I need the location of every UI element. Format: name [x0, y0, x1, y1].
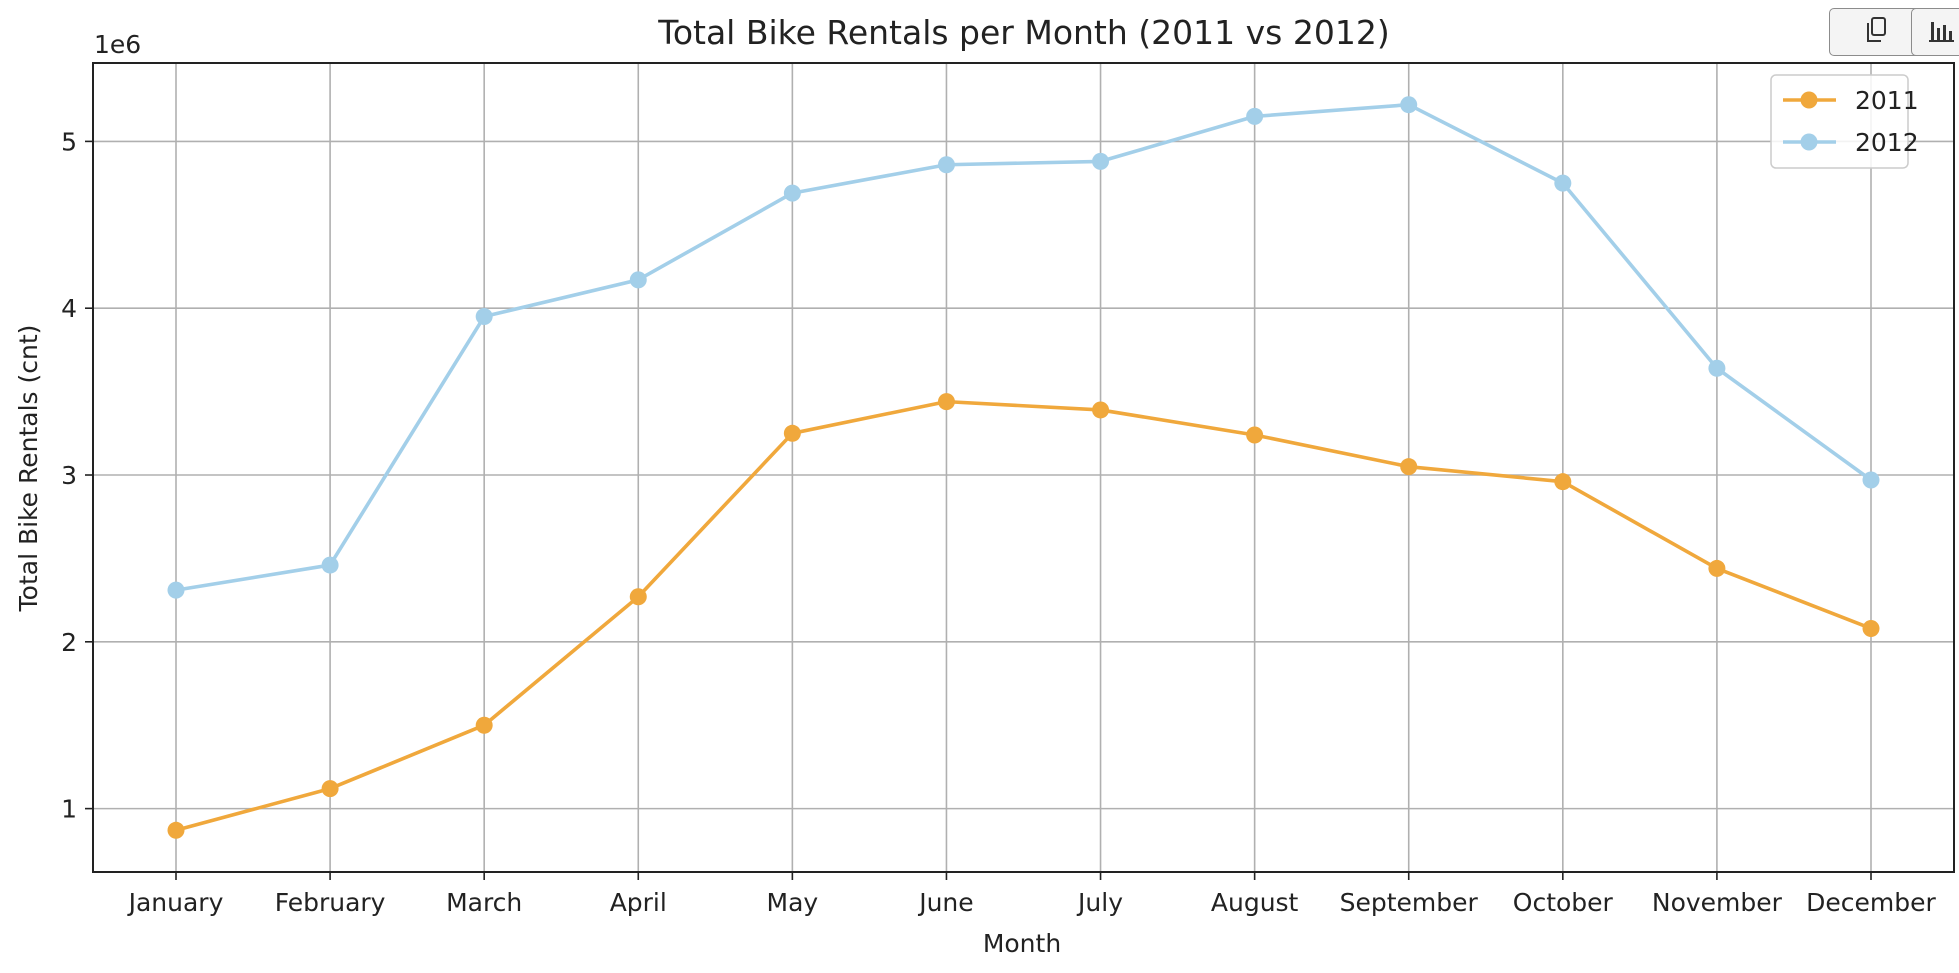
x-tick-label: December — [1806, 888, 1936, 917]
x-tick-label: July — [1076, 888, 1123, 917]
legend-item-2012: 2012 — [1783, 128, 1919, 157]
x-tick-labels: January February March April May June July Augu… — [127, 888, 1937, 917]
copy-button[interactable] — [1829, 8, 1925, 56]
series-line-2012 — [175, 102, 1873, 592]
data-point-2012 — [783, 184, 801, 202]
legend-label: 2012 — [1855, 128, 1919, 157]
x-tick-label: March — [446, 888, 522, 917]
data-point-2011 — [167, 821, 185, 839]
y-tick-labels: 1 2 3 4 5 — [61, 127, 77, 823]
data-point-2011 — [1554, 473, 1572, 491]
y-axis-label: Total Bike Rentals (cnt) — [14, 325, 43, 613]
data-point-2012 — [1092, 152, 1110, 170]
data-point-2012 — [1708, 359, 1726, 377]
x-tick-label: October — [1513, 888, 1614, 917]
legend-marker — [1800, 91, 1818, 109]
y-tick-label: 3 — [61, 461, 77, 490]
series-2011 — [167, 393, 1880, 839]
legend-label: 2011 — [1855, 86, 1919, 115]
data-point-2011 — [629, 588, 647, 606]
x-tick-label: September — [1340, 888, 1479, 917]
data-point-2012 — [937, 156, 955, 174]
data-point-2012 — [475, 308, 493, 326]
x-tick-label: May — [767, 888, 819, 917]
y-tick-label: 1 — [61, 795, 77, 824]
bar-chart-icon — [1927, 18, 1955, 46]
data-point-2012 — [1400, 96, 1418, 114]
legend-item-2011: 2011 — [1783, 86, 1919, 115]
data-point-2012 — [1246, 107, 1264, 125]
x-axis-label: Month — [983, 929, 1061, 958]
data-point-2012 — [1862, 471, 1880, 489]
data-point-2011 — [1246, 426, 1264, 444]
legend: 2011 2012 — [1770, 74, 1919, 169]
data-point-2011 — [1708, 559, 1726, 577]
series-line-2011 — [175, 399, 1872, 833]
plot-frame — [92, 62, 1955, 873]
legend-marker — [1800, 133, 1818, 151]
series-layer — [167, 96, 1880, 839]
x-tick-label: February — [275, 888, 386, 917]
series-2012 — [167, 96, 1880, 599]
data-point-2011 — [783, 424, 801, 442]
y-axis-offset-label: 1e6 — [94, 30, 141, 59]
copy-icon — [1863, 15, 1891, 49]
chart-view-button[interactable] — [1911, 8, 1959, 56]
y-tick-label: 4 — [61, 294, 77, 323]
axes — [85, 62, 1955, 880]
data-point-2011 — [475, 716, 493, 734]
y-tick-label: 5 — [61, 127, 77, 156]
x-tick-label: January — [127, 888, 224, 917]
data-point-2012 — [629, 271, 647, 289]
data-point-2011 — [321, 780, 339, 798]
x-tick-label: June — [917, 888, 973, 917]
data-point-2011 — [1400, 458, 1418, 476]
data-point-2012 — [167, 581, 185, 599]
data-point-2011 — [1862, 619, 1880, 637]
y-tick-label: 2 — [61, 628, 77, 657]
data-point-2011 — [1092, 401, 1110, 419]
data-point-2012 — [1554, 174, 1572, 192]
x-tick-label: August — [1211, 888, 1299, 917]
data-point-2012 — [321, 556, 339, 574]
x-tick-label: April — [610, 888, 667, 917]
chart-title: Total Bike Rentals per Month (2011 vs 20… — [657, 13, 1389, 52]
data-point-2011 — [937, 393, 955, 411]
x-tick-label: November — [1652, 888, 1783, 917]
grid — [93, 63, 1954, 872]
